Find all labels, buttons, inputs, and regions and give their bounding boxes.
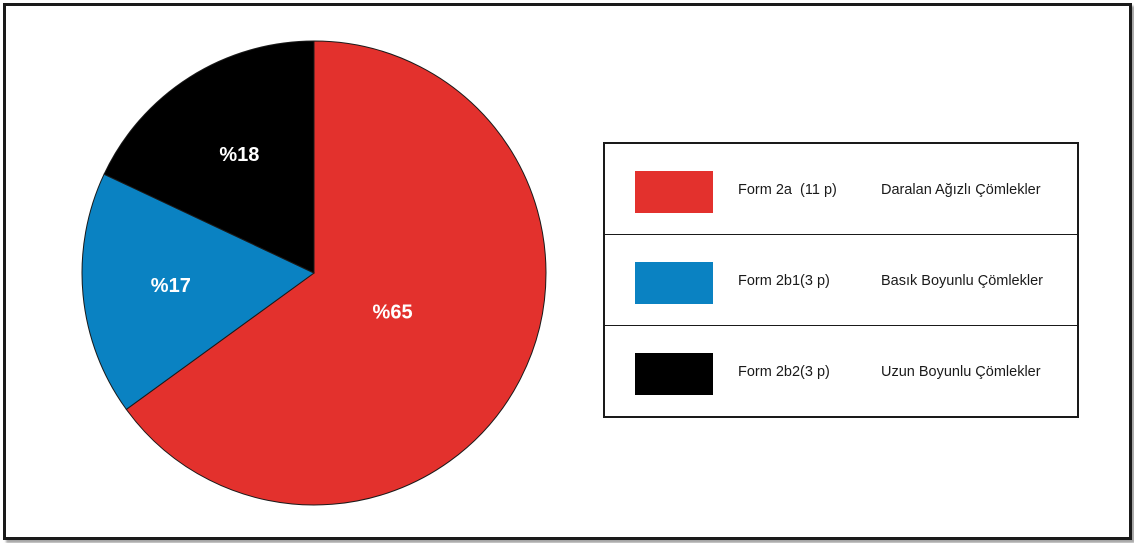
legend-item-form-2b1: Form 2b1(3 p) Basık Boyunlu Çömlekler xyxy=(605,235,1077,326)
legend-description-form-2b1: Basık Boyunlu Çömlekler xyxy=(881,273,1043,289)
legend-description-form-2a: Daralan Ağızlı Çömlekler xyxy=(881,182,1041,198)
slice-label-18: %18 xyxy=(219,144,259,166)
legend-swatch-form-2b1 xyxy=(635,262,713,304)
legend-swatch-form-2b2 xyxy=(635,353,713,395)
legend-item-form-2a: Form 2a (11 p) Daralan Ağızlı Çömlekler xyxy=(605,144,1077,235)
pie-slice-65 xyxy=(125,40,547,506)
legend-description-form-2b2: Uzun Boyunlu Çömlekler xyxy=(881,364,1041,380)
legend-item-form-2b2: Form 2b2(3 p) Uzun Boyunlu Çömlekler xyxy=(605,326,1077,416)
legend-code-form-2b1: Form 2b1(3 p) xyxy=(738,273,830,289)
legend-code-form-2b2: Form 2b2(3 p) xyxy=(738,364,830,380)
slice-label-65: %65 xyxy=(373,301,413,323)
slice-label-17: %17 xyxy=(151,275,191,297)
pie-slice-17 xyxy=(81,173,315,411)
pie-slice-18 xyxy=(103,40,315,274)
legend: Form 2a (11 p) Daralan Ağızlı Çömlekler … xyxy=(603,142,1079,418)
legend-swatch-form-2a xyxy=(635,171,713,213)
legend-code-form-2a: Form 2a (11 p) xyxy=(738,182,837,198)
